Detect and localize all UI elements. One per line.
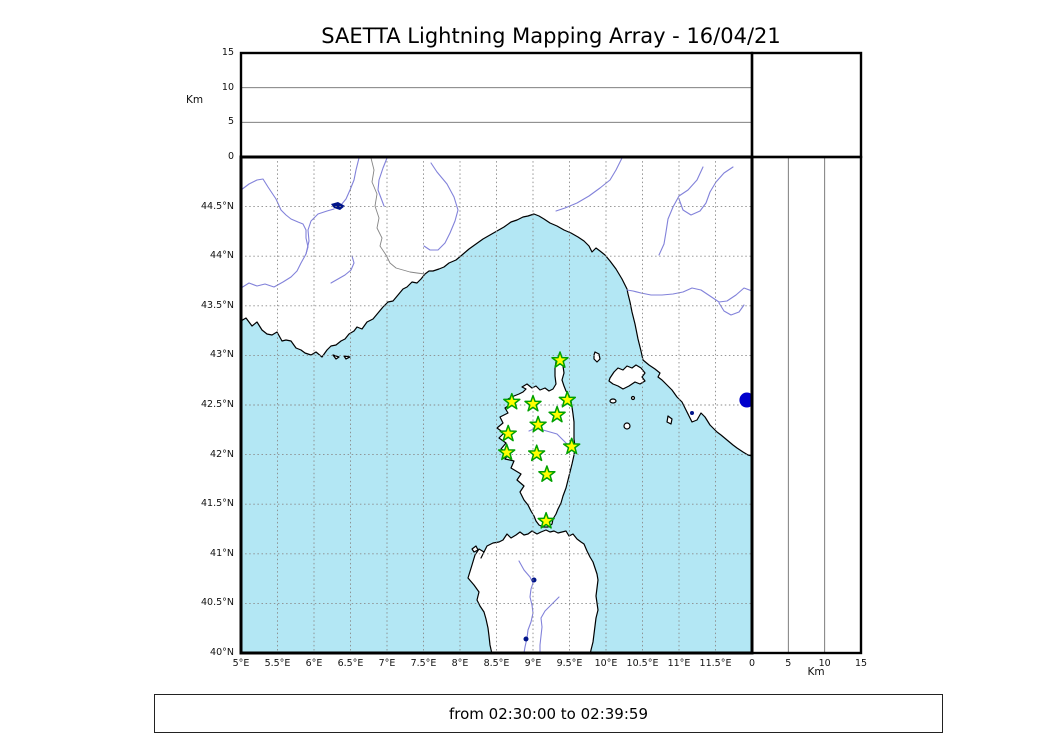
river xyxy=(377,157,388,207)
lat-tick-label: 40.5°N xyxy=(200,597,234,609)
lake xyxy=(531,577,537,583)
lightning-sources xyxy=(739,392,752,408)
lon-tick-label: 9°E xyxy=(524,658,542,669)
mainland-france-italy xyxy=(241,157,752,457)
lma-station-marker xyxy=(538,465,556,482)
small-island xyxy=(630,395,636,401)
lon-tick-label: 11°E xyxy=(667,658,691,669)
lon-tick-label: 5.5°E xyxy=(264,658,291,669)
river xyxy=(330,255,355,284)
altitude-panel-gridlines xyxy=(241,87,826,653)
lon-tick-label: 7°E xyxy=(378,658,396,669)
lat-tick-label: 43°N xyxy=(210,349,234,361)
altitude-tick-label: 5 xyxy=(785,658,792,669)
lon-tick-label: 9.5°E xyxy=(556,658,583,669)
lon-tick-label: 11.5°E xyxy=(699,658,732,669)
lat-tick-label: 44°N xyxy=(210,250,234,262)
altitude-tick-label: 15 xyxy=(854,658,868,669)
lon-tick-label: 6°E xyxy=(305,658,323,669)
altitude-tick-label: 10 xyxy=(818,658,831,669)
river xyxy=(678,166,734,216)
hyeres-island-1 xyxy=(332,354,340,360)
lma-station-marker xyxy=(503,392,521,410)
map-panel xyxy=(241,157,752,653)
lma-station-marker xyxy=(558,390,577,408)
sardinia-island xyxy=(467,529,599,653)
lon-tick-label: 10°E xyxy=(594,658,618,669)
lat-tick-label: 42.5°N xyxy=(200,399,234,410)
river xyxy=(241,208,335,289)
france-italy-border xyxy=(370,157,426,275)
lat-tick-label: 42°N xyxy=(210,448,234,460)
lightning-source-point xyxy=(739,392,752,408)
montecristo-island xyxy=(623,422,631,430)
altitude-tick-label: 15 xyxy=(221,47,234,58)
giglio-island xyxy=(666,415,673,425)
altitude-tick-label: 5 xyxy=(227,116,234,128)
river xyxy=(626,287,752,303)
altitude-axis-label-left: Km xyxy=(186,94,204,106)
top-altitude-panel-frame xyxy=(239,51,754,159)
asinara-island xyxy=(471,545,479,553)
altitude-tick-label: 10 xyxy=(221,81,234,93)
river xyxy=(555,157,623,212)
lat-tick-label: 43.5°N xyxy=(200,299,234,311)
time-range-box: from 02:30:00 to 02:39:59 xyxy=(154,694,943,733)
river xyxy=(539,596,560,653)
capraia-island xyxy=(593,351,601,363)
lon-tick-label: 8°E xyxy=(451,658,469,669)
lake xyxy=(331,202,345,210)
panel-frames xyxy=(239,51,863,655)
lake xyxy=(690,411,694,415)
map-frame xyxy=(239,155,754,655)
lma-station-marker xyxy=(548,405,566,423)
lma-station-marker xyxy=(497,443,516,461)
river xyxy=(423,162,459,251)
altitude-axis-label-bottom: Km xyxy=(807,666,825,678)
corner-panel-frame xyxy=(750,51,863,159)
lakes xyxy=(331,202,694,642)
time-range-text: from 02:30:00 to 02:39:59 xyxy=(448,704,648,723)
lat-tick-label: 41.5°N xyxy=(200,498,234,510)
lat-tick-label: 44.5°N xyxy=(200,200,234,212)
altitude-tick-label: 0 xyxy=(227,151,234,162)
lma-station-marker xyxy=(529,415,547,433)
lma-station-marker xyxy=(537,511,555,529)
pianosa-island xyxy=(609,398,617,404)
lma-station-marker xyxy=(562,437,581,455)
map-gridlines xyxy=(241,157,752,653)
lat-tick-label: 40°N xyxy=(210,647,234,658)
figure-title: SAETTA Lightning Mapping Array - 16/04/2… xyxy=(321,24,781,48)
lma-station-marker xyxy=(527,444,546,462)
hyeres-island-2 xyxy=(343,355,351,360)
lma-station-marker xyxy=(499,424,517,442)
lon-tick-label: 10.5°E xyxy=(626,658,659,669)
lake xyxy=(523,636,529,642)
river xyxy=(340,157,360,206)
lon-tick-label: 6.5°E xyxy=(337,658,364,669)
river xyxy=(718,302,745,316)
lat-tick-label: 41°N xyxy=(210,547,234,559)
altitude-tick-label: 0 xyxy=(748,658,756,669)
lma-station-marker xyxy=(551,351,569,368)
elba-island xyxy=(608,364,646,390)
lma-stations xyxy=(497,351,581,529)
lon-tick-label: 8.5°E xyxy=(483,658,510,669)
lon-tick-label: 5°E xyxy=(232,658,250,669)
river xyxy=(241,178,309,255)
lon-tick-label: 7.5°E xyxy=(410,658,437,669)
right-altitude-panel-frame xyxy=(750,155,863,655)
lma-station-marker xyxy=(524,394,542,412)
